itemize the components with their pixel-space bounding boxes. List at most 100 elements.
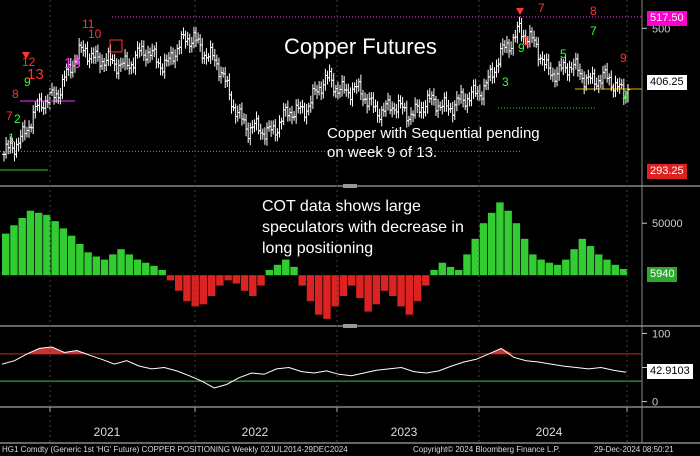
- sequential-count-label: 1: [523, 34, 530, 48]
- y-tick-label: 0: [652, 397, 658, 409]
- footer-timestamp: 29-Dec-2024 08:50:21: [594, 445, 674, 454]
- cot-bar: [109, 254, 117, 276]
- cot-bar: [438, 262, 446, 276]
- sequential-count-label: 13: [64, 55, 81, 72]
- y-tick-label: 50000: [652, 218, 683, 230]
- cot-bar: [76, 244, 84, 276]
- footer-copyright: Copyright© 2024 Bloomberg Finance L.P.: [413, 445, 561, 454]
- cot-bar: [51, 221, 59, 276]
- marker-box: [109, 39, 123, 53]
- cot-bar: [520, 238, 529, 276]
- cot-bar: [339, 275, 348, 296]
- down-arrow-icon: [516, 8, 524, 15]
- cot-bar: [142, 262, 150, 276]
- chart-title: Copper Futures: [284, 34, 437, 59]
- cot-bar: [207, 275, 216, 296]
- y-tick-label: 500: [652, 23, 670, 35]
- cot-bar: [26, 210, 35, 276]
- cot-bar: [619, 269, 628, 276]
- cot-bar: [578, 238, 587, 276]
- cot-bar: [479, 223, 488, 276]
- cot-bar: [92, 256, 101, 276]
- x-tick-label: 2023: [391, 425, 418, 439]
- cot-bar: [380, 275, 389, 291]
- sequential-count-label: 8: [590, 4, 597, 18]
- cot-bar: [323, 275, 331, 319]
- cot-bar: [545, 262, 554, 276]
- cot-bar: [18, 218, 26, 276]
- cot-bar: [117, 249, 125, 276]
- chart-frame: [0, 0, 700, 444]
- sequential-count-label: 2: [622, 88, 629, 102]
- cot-bar: [232, 275, 241, 284]
- cot-bar: [356, 275, 364, 299]
- cot-bar: [2, 233, 10, 276]
- y-tick-label: 100: [652, 328, 670, 340]
- sequential-count-label: 1: [8, 131, 15, 145]
- cot-annotation-line3: long positioning: [262, 240, 374, 257]
- rsi-line: [1, 346, 627, 389]
- cot-bar: [603, 259, 611, 276]
- cot-bar: [183, 275, 191, 302]
- cot-bar: [249, 275, 257, 296]
- cot-bar: [240, 275, 249, 291]
- sequential-count-label: 12: [22, 55, 36, 69]
- cot-bar: [273, 264, 282, 276]
- cot-bar: [364, 275, 372, 312]
- cot-bar: [150, 265, 158, 276]
- rsi-panel: 100500: [0, 328, 670, 409]
- sequential-count-label: 13: [27, 66, 44, 83]
- cot-annotation-line2: speculators with decrease in: [262, 219, 464, 236]
- x-axis: 2021 2022 2023 2024: [49, 0, 628, 443]
- sequential-count-label: 9: [518, 41, 525, 55]
- cot-bar: [595, 254, 603, 276]
- sequential-count-label: 5: [560, 47, 567, 61]
- cot-bar: [100, 259, 109, 276]
- cot-bar: [306, 275, 315, 302]
- price-annotation: Copper with Sequential pending on week 9…: [327, 124, 540, 162]
- cot-bar: [529, 254, 537, 276]
- sequential-count-label: 2: [14, 112, 21, 126]
- cot-bar: [553, 264, 562, 276]
- sequential-count-label: 7: [538, 1, 545, 15]
- cot-bar: [298, 275, 306, 286]
- cot-bar: [224, 275, 232, 281]
- footer-security: HG1 Comdty (Generic 1st 'HG' Future) COP…: [2, 445, 348, 454]
- cot-bar: [125, 254, 133, 276]
- cot-bar: [331, 275, 339, 307]
- cot-bar: [67, 235, 76, 276]
- sequential-count-label: 10: [88, 27, 102, 41]
- cot-bar: [347, 275, 356, 286]
- cot-bar: [496, 202, 504, 276]
- cot-bar: [455, 270, 463, 276]
- cot-bar: [10, 225, 18, 276]
- cot-annotation-line1: COT data shows large: [262, 198, 421, 215]
- cot-bar: [290, 266, 298, 276]
- sequential-count-label: 7: [6, 109, 13, 123]
- high-level-tag: 517.50: [647, 11, 687, 26]
- cot-bar: [586, 246, 595, 276]
- rsi-overbought-fill: [2, 347, 626, 354]
- cot-bar: [562, 259, 570, 276]
- cot-bar: [537, 259, 545, 276]
- cot-last-tag: 5940: [647, 267, 678, 282]
- cot-bar: [158, 270, 166, 276]
- cot-bar: [282, 259, 290, 276]
- cot-bar: [59, 228, 68, 276]
- cot-panel: 50000: [2, 202, 683, 319]
- cot-bar: [174, 275, 183, 291]
- sequential-count-label: 7: [590, 24, 597, 38]
- cot-bar: [84, 252, 92, 276]
- cot-bar: [265, 270, 274, 276]
- cot-bar: [372, 275, 381, 305]
- cot-bar: [504, 210, 512, 276]
- x-tick-label: 2021: [94, 425, 121, 439]
- cot-bar: [133, 259, 142, 276]
- cot-bar: [611, 264, 619, 276]
- cot-bar: [463, 254, 471, 276]
- x-tick-label: 2022: [242, 425, 269, 439]
- cot-bar: [446, 266, 455, 276]
- cot-bar: [257, 275, 265, 286]
- panel-resize-grip: [343, 184, 357, 188]
- footer: HG1 Comdty (Generic 1st 'HG' Future) COP…: [0, 444, 700, 456]
